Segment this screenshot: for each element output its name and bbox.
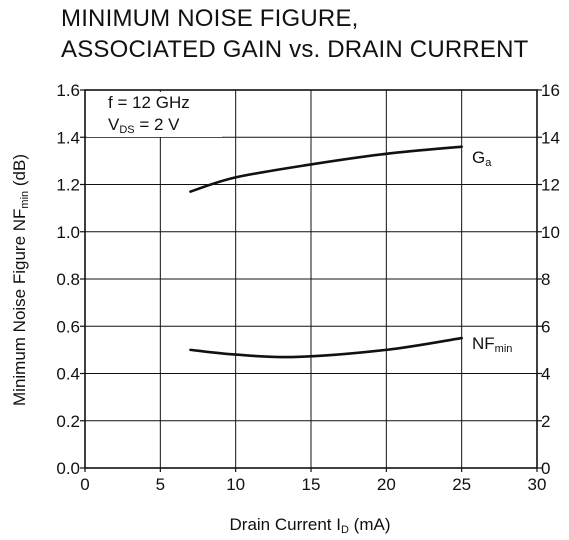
y-left-tick-labels: 0.0 0.2 0.4 0.6 0.8 1.0 1.2 1.4 1.6 xyxy=(56,81,80,478)
x-tick-label: 10 xyxy=(226,475,245,494)
y-axis-label-left: Minimum Noise Figure NFmin (dB) xyxy=(10,154,31,406)
y-right-tick-label: 16 xyxy=(541,81,560,100)
y-right-tick-label: 14 xyxy=(541,128,560,147)
y-right-tick-label: 6 xyxy=(541,317,550,336)
y-left-tick-label: 1.0 xyxy=(56,223,80,242)
y-right-tick-label: 10 xyxy=(541,223,560,242)
condition-vds: VDS = 2 V xyxy=(108,115,180,136)
conditions-box xyxy=(87,92,222,137)
y-right-tick-label: 8 xyxy=(541,270,550,289)
y-left-tick-label: 0.0 xyxy=(56,459,80,478)
series-line-ga xyxy=(189,145,463,193)
series-label-ga: Ga xyxy=(472,148,492,169)
series-group xyxy=(189,145,463,359)
y-right-tick-label: 12 xyxy=(541,176,560,195)
x-tick-label: 25 xyxy=(452,475,471,494)
y-right-tick-label: 0 xyxy=(541,459,550,478)
x-tick-label: 30 xyxy=(528,475,547,494)
y-left-tick-label: 1.4 xyxy=(56,128,80,147)
y-right-tick-label: 2 xyxy=(541,412,550,431)
y-left-tick-label: 0.4 xyxy=(56,365,80,384)
chart-title-line-1: MINIMUM NOISE FIGURE, xyxy=(61,5,359,32)
x-tick-label: 15 xyxy=(302,475,321,494)
y-right-tick-labels: 0 2 4 6 8 10 12 14 16 xyxy=(541,81,560,478)
x-tick-label: 0 xyxy=(80,475,89,494)
grid xyxy=(85,90,537,468)
y-left-tick-label: 0.2 xyxy=(56,412,80,431)
y-left-tick-label: 1.6 xyxy=(56,81,80,100)
y-left-tick-label: 0.8 xyxy=(56,270,80,289)
x-tick-label: 5 xyxy=(156,475,165,494)
x-axis-label: Drain Current ID (mA) xyxy=(230,515,391,536)
chart-title-line-2: ASSOCIATED GAIN vs. DRAIN CURRENT xyxy=(61,36,529,63)
x-tick-label: 20 xyxy=(377,475,396,494)
series-line-nfmin xyxy=(189,336,463,359)
series-label-nfmin: NFmin xyxy=(472,334,512,355)
y-left-tick-label: 1.2 xyxy=(56,176,80,195)
tick-marks xyxy=(80,89,542,472)
y-left-tick-label: 0.6 xyxy=(56,317,80,336)
x-tick-labels: 0 5 10 15 20 25 30 xyxy=(80,475,546,494)
y-right-tick-label: 4 xyxy=(541,365,550,384)
condition-frequency: f = 12 GHz xyxy=(108,93,190,112)
